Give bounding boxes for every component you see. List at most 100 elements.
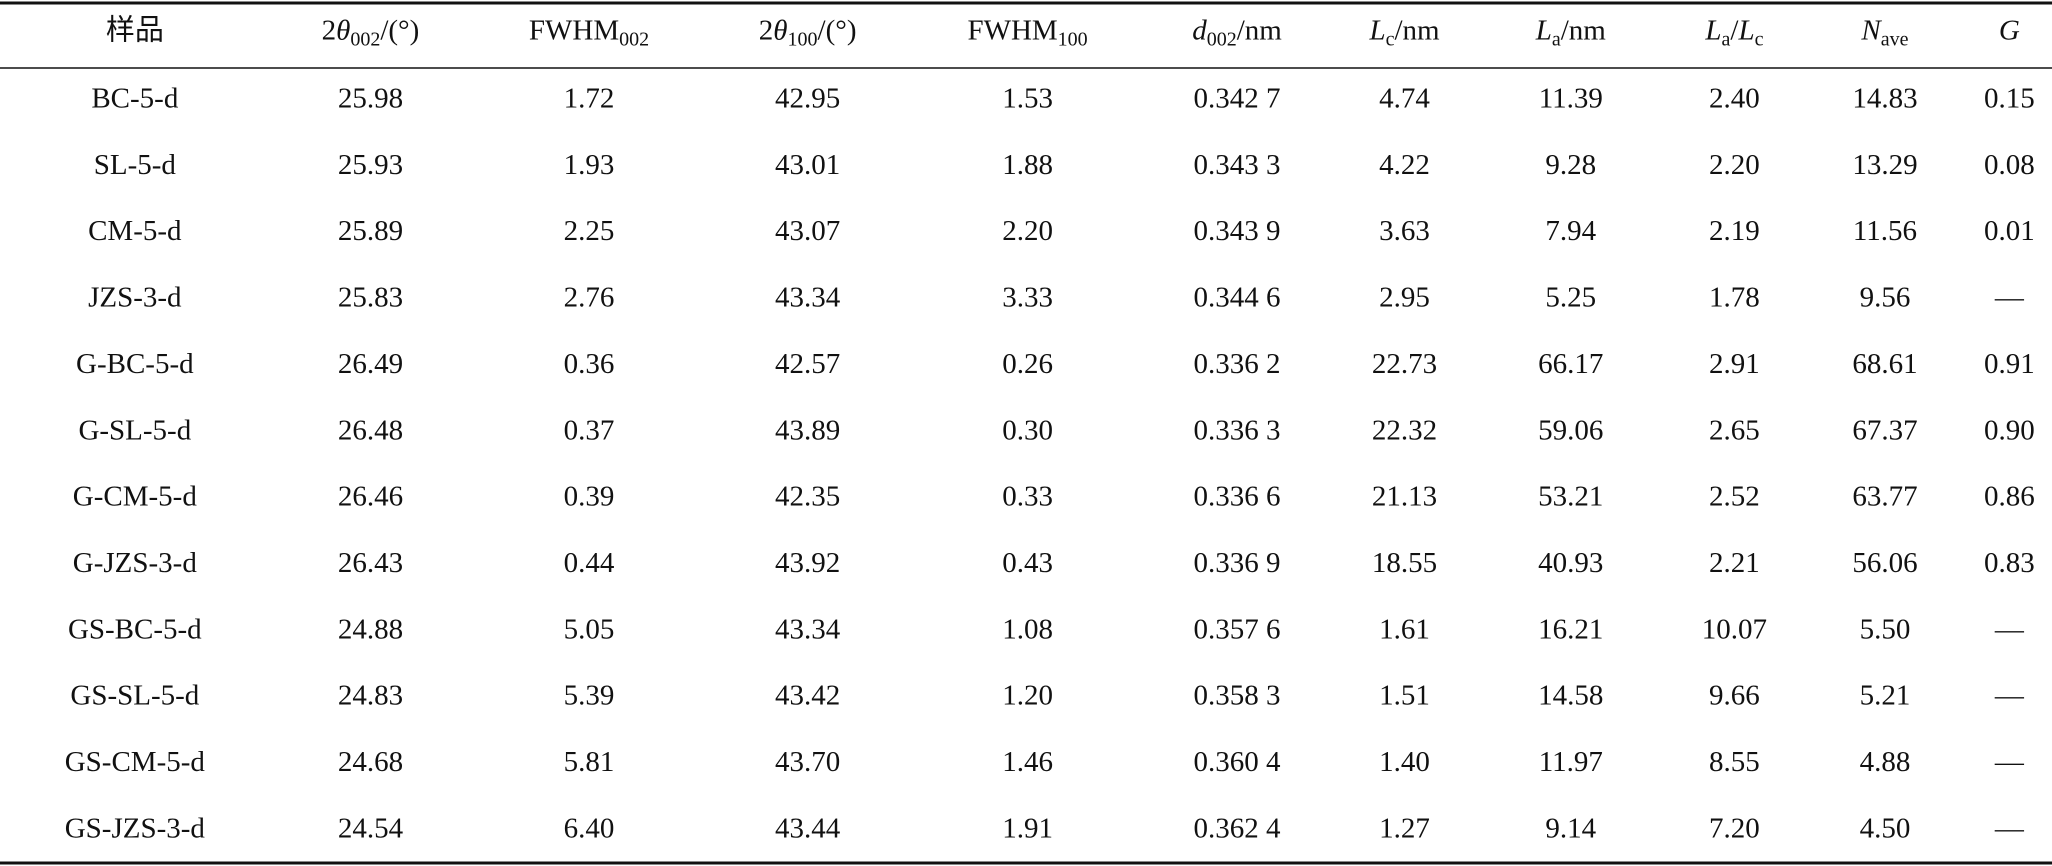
table-cell: 2.25: [564, 215, 615, 247]
table-cell: 2.65: [1709, 414, 1760, 446]
table-cell: 1.27: [1379, 812, 1430, 844]
table-cell: 4.74: [1379, 82, 1430, 114]
header-piece: /(°): [818, 14, 857, 46]
table-cell: 0.336 2: [1194, 348, 1281, 380]
sample-name: SL-5-d: [94, 149, 177, 181]
table-cell: 68.61: [1852, 348, 1917, 380]
header-piece: 样品: [106, 13, 164, 46]
table-cell: 0.91: [1984, 348, 2035, 380]
table-cell: 7.20: [1709, 812, 1760, 844]
table-cell: 2.76: [564, 282, 615, 314]
header-piece: /: [1730, 14, 1739, 46]
header-cell: FWHM002: [529, 14, 649, 50]
table-cell: 0.37: [564, 414, 615, 446]
header-piece: 002: [350, 28, 380, 50]
table-cell: 7.94: [1545, 215, 1596, 247]
header-piece: 2: [322, 14, 337, 46]
table-cell: 2.95: [1379, 282, 1430, 314]
table-cell: 24.68: [338, 746, 403, 778]
header-piece: FWHM: [529, 14, 619, 46]
header-piece: θ: [773, 14, 787, 46]
table-cell: 0.343 3: [1194, 149, 1281, 181]
header-cell: La/nm: [1535, 14, 1607, 50]
table-cell: 25.89: [338, 215, 403, 247]
table-cell: 66.17: [1538, 348, 1603, 380]
header-piece: 100: [788, 28, 818, 50]
table-cell: 0.336 9: [1194, 547, 1281, 579]
header-piece: a: [1552, 28, 1561, 50]
table-cell: 43.34: [775, 282, 841, 314]
table-cell: 2.20: [1709, 149, 1760, 181]
header-cell: FWHM100: [967, 14, 1087, 50]
table-cell: 1.78: [1709, 282, 1760, 314]
header-piece: d: [1192, 14, 1207, 46]
table-cell: —: [1994, 812, 2025, 844]
table-cell: 24.54: [338, 812, 404, 844]
table-cell: 25.83: [338, 282, 403, 314]
table-cell: 0.343 9: [1194, 215, 1281, 247]
table-cell: 0.44: [564, 547, 615, 579]
table-cell: 0.43: [1002, 547, 1053, 579]
table-cell: 42.35: [775, 481, 840, 513]
table-cell: 5.25: [1545, 282, 1596, 314]
header-piece: 002: [619, 28, 649, 50]
header-piece: 002: [1207, 28, 1237, 50]
table-cell: 2.52: [1709, 481, 1760, 513]
table-cell: 1.46: [1002, 746, 1053, 778]
table-cell: 11.39: [1539, 82, 1603, 114]
table-cell: 1.53: [1002, 82, 1053, 114]
header-piece: N: [1860, 14, 1882, 46]
table-cell: 1.20: [1002, 680, 1053, 712]
table-cell: —: [1994, 613, 2025, 645]
table-cell: 5.05: [564, 613, 615, 645]
header-piece: /nm: [1561, 14, 1607, 46]
table-cell: 53.21: [1538, 481, 1603, 513]
table-cell: 0.90: [1984, 414, 2035, 446]
table-cell: 9.28: [1545, 149, 1596, 181]
table-cell: 3.33: [1002, 282, 1053, 314]
table-cell: 1.88: [1002, 149, 1053, 181]
header-piece: FWHM: [967, 14, 1057, 46]
table-cell: 40.93: [1538, 547, 1603, 579]
sample-name: CM-5-d: [88, 215, 182, 247]
header-piece: c: [1386, 28, 1395, 50]
table-cell: 0.01: [1984, 215, 2035, 247]
table-cell: 26.48: [338, 414, 403, 446]
header-piece: L: [1737, 14, 1754, 46]
header-cell: d002/nm: [1192, 14, 1282, 50]
table-cell: 4.88: [1860, 746, 1911, 778]
header-cell: G: [1999, 14, 2020, 46]
table-cell: 0.30: [1002, 414, 1053, 446]
header-piece: c: [1755, 28, 1764, 50]
sample-name: GS-SL-5-d: [70, 680, 199, 712]
table-cell: 1.40: [1379, 746, 1430, 778]
table-cell: 56.06: [1852, 547, 1917, 579]
table-cell: 11.97: [1539, 746, 1603, 778]
table-cell: 43.34: [775, 613, 841, 645]
table-cell: 2.19: [1709, 215, 1760, 247]
table-cell: 0.336 6: [1194, 481, 1281, 513]
table-cell: 43.01: [775, 149, 840, 181]
table-cell: 9.14: [1545, 812, 1596, 844]
table-cell: 42.57: [775, 348, 840, 380]
header-piece: L: [1535, 14, 1552, 46]
table-cell: —: [1994, 282, 2025, 314]
header-cell: 2θ002/(°): [322, 14, 420, 50]
table-cell: 16.21: [1538, 613, 1603, 645]
table-cell: 0.86: [1984, 481, 2035, 513]
table-cell: 1.91: [1002, 812, 1053, 844]
table-cell: 0.358 3: [1194, 680, 1281, 712]
header-piece: L: [1704, 14, 1721, 46]
table-cell: 14.58: [1538, 680, 1603, 712]
table-cell: 0.362 4: [1194, 812, 1282, 844]
table-cell: 59.06: [1538, 414, 1603, 446]
table-cell: 1.51: [1379, 680, 1430, 712]
table-cell: 22.32: [1372, 414, 1437, 446]
table-cell: 0.336 3: [1194, 414, 1281, 446]
sample-name: G-JZS-3-d: [73, 547, 198, 579]
table-cell: 2.20: [1002, 215, 1053, 247]
table-cell: 10.07: [1702, 613, 1767, 645]
table-cell: 1.93: [564, 149, 615, 181]
table-cell: 1.08: [1002, 613, 1053, 645]
